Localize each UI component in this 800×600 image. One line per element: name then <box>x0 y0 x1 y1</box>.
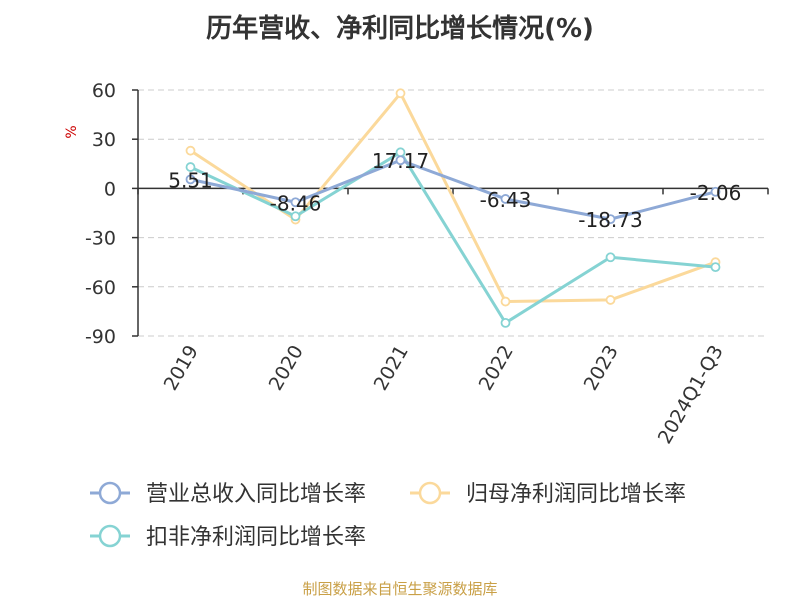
chart-title: 历年营收、净利同比增长情况(%) <box>206 14 594 44</box>
y-tick-label: -90 <box>85 326 116 348</box>
y-tick-label: -30 <box>85 228 116 250</box>
series-line <box>190 158 716 221</box>
data-point <box>185 145 196 156</box>
data-point <box>500 317 511 328</box>
series-line <box>189 150 716 325</box>
legend-label: 归母净利润同比增长率 <box>466 482 686 507</box>
data-point <box>710 186 721 197</box>
data-point <box>185 162 196 172</box>
data-label: -2.06 <box>690 181 742 205</box>
data-point <box>395 155 406 166</box>
data-point <box>500 194 511 204</box>
x-tick-label: 2021 <box>370 342 413 395</box>
data-point <box>605 252 616 263</box>
y-axis-label: % <box>64 125 80 138</box>
data-point <box>605 295 616 305</box>
y-tick-label: 30 <box>92 129 116 151</box>
legend-marker-icon <box>418 481 442 505</box>
x-tick-label: 2024Q1-Q3 <box>654 342 728 448</box>
x-tick-label: 2019 <box>160 342 203 395</box>
legend-label: 扣非净利润同比增长率 <box>146 525 366 550</box>
data-label: -6.43 <box>480 188 532 212</box>
data-label: -18.73 <box>578 208 642 232</box>
y-tick-label: 0 <box>104 178 116 200</box>
legend-marker-icon <box>98 481 122 505</box>
data-point <box>290 211 301 222</box>
data-label: 5.51 <box>168 168 213 192</box>
data-point <box>395 88 406 99</box>
legend-marker-icon <box>98 524 122 548</box>
data-point <box>500 296 511 307</box>
x-tick-label: 2020 <box>265 342 308 395</box>
data-point <box>605 214 616 225</box>
data-point <box>185 174 196 185</box>
source-note: 制图数据来自恒生聚源数据库 <box>302 580 498 598</box>
data-label: 17.17 <box>372 149 429 173</box>
data-point <box>710 262 721 273</box>
y-tick-label: 60 <box>92 80 116 102</box>
legend-label: 营业总收入同比增长率 <box>146 482 366 507</box>
data-label: -8.46 <box>270 191 322 215</box>
x-tick-label: 2023 <box>580 342 623 395</box>
data-point <box>290 197 301 208</box>
x-tick-label: 2022 <box>475 342 518 395</box>
y-tick-label: -60 <box>85 277 116 299</box>
